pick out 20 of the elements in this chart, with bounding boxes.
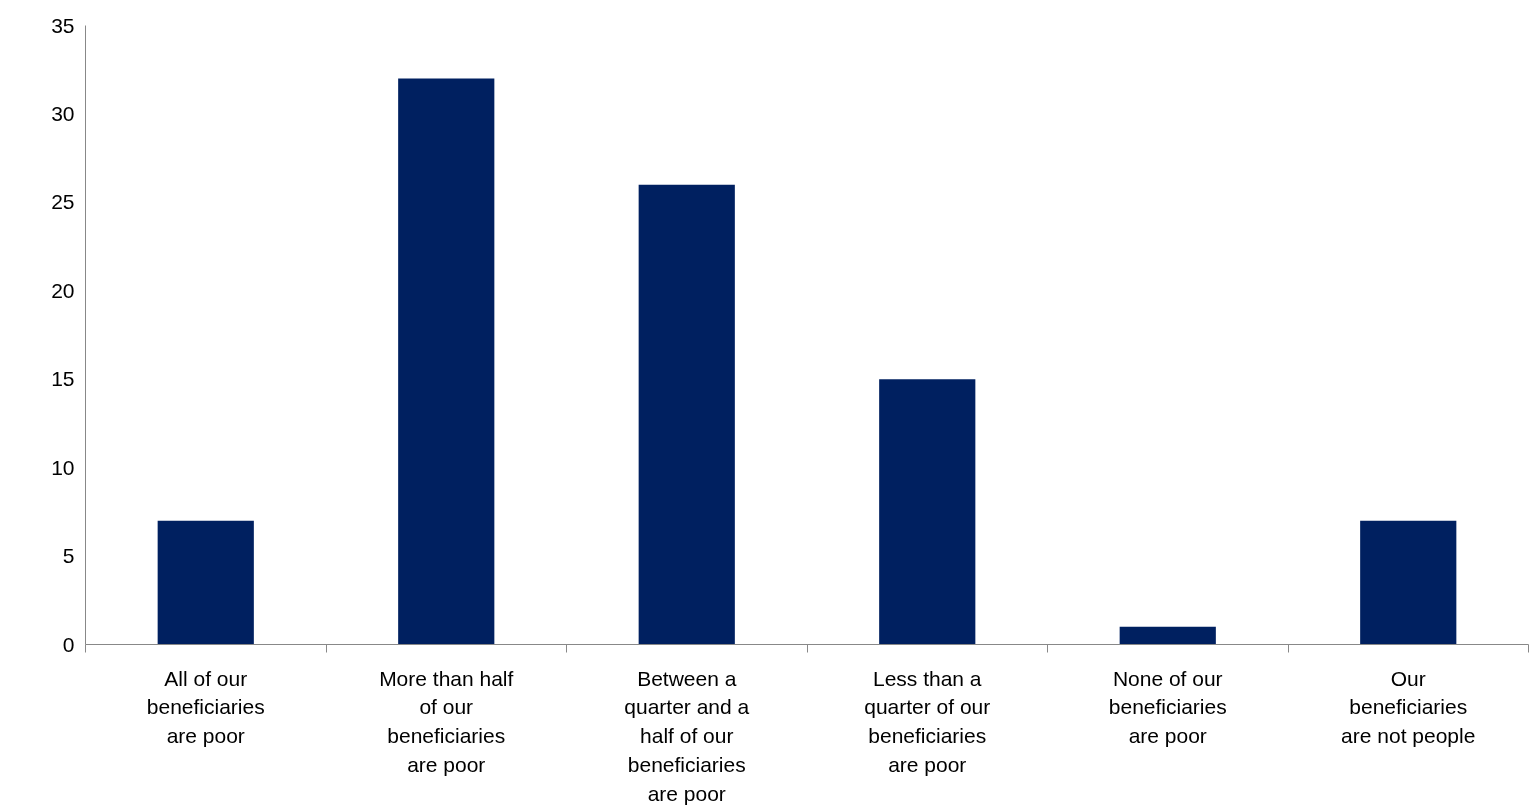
x-tick-label: More than half of our beneficiaries are poor [379,666,514,776]
y-tick-label: 15 [51,367,75,391]
y-tick-label: 35 [51,13,75,37]
bar [1360,520,1457,645]
x-tick-label: Between a quarter and a half of our beneficiaries are poor [624,666,750,805]
x-tick-label: All of our beneficiaries are poor [146,666,265,747]
y-tick-label: 25 [51,190,75,214]
bar [398,78,495,645]
x-tick-label: None of our beneficiaries are poor [1108,666,1227,747]
y-tick-label: 0 [62,632,75,656]
y-tick-label: 20 [51,278,75,302]
y-tick-label: 10 [51,455,75,479]
y-tick-label: 30 [51,101,75,125]
bar [1119,626,1216,645]
x-tick-label: Less than a quarter of our beneficiaries are poor [864,666,991,776]
y-tick-label: 5 [62,544,75,568]
bar [638,184,735,645]
bar [879,379,976,645]
bar [157,520,254,645]
x-tick-label: Our beneficiaries are not people [1341,666,1476,747]
